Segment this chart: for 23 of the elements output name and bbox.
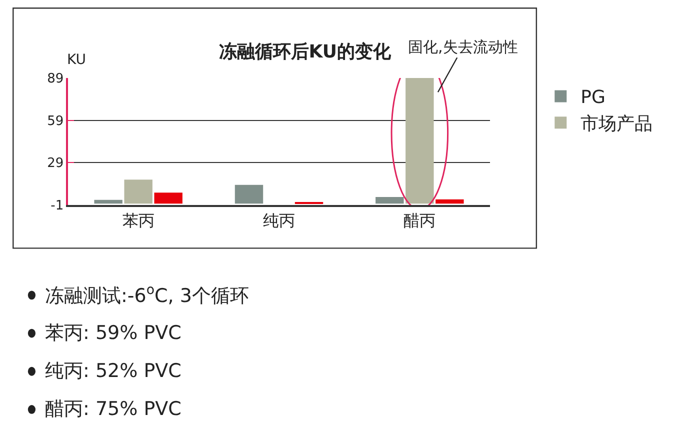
text: 冻融测试:-6$^{o}$C, 3个循环 [45, 283, 249, 307]
x-tick-label: 苯丙 [122, 210, 154, 230]
bar [436, 199, 464, 204]
bar [154, 192, 182, 204]
annotation: 固化,失去流动性 [408, 38, 518, 56]
text: 纯丙: 52% PVC [45, 360, 182, 382]
y-tick-label: -1 [50, 198, 64, 214]
y-tick-label: 89 [47, 72, 64, 87]
bar [376, 196, 404, 204]
y-tick-label: 29 [47, 156, 64, 172]
x-tick-label: 纯丙 [263, 210, 295, 230]
bar [124, 180, 152, 204]
y-axis-title: KU [67, 52, 86, 68]
legend-label: PG [580, 87, 606, 108]
bar [234, 184, 264, 204]
bar [94, 200, 122, 204]
legend-label: 市场产品 [580, 114, 653, 135]
text: 苯丙: 59% PVC [45, 322, 182, 344]
text: 醋丙: 75% PVC [45, 398, 182, 420]
bar [406, 78, 434, 204]
chart-title: 冻融循环后KU的变化 [218, 42, 392, 63]
x-tick-label: 醋丙 [404, 210, 436, 230]
y-tick-label: 59 [47, 114, 64, 129]
